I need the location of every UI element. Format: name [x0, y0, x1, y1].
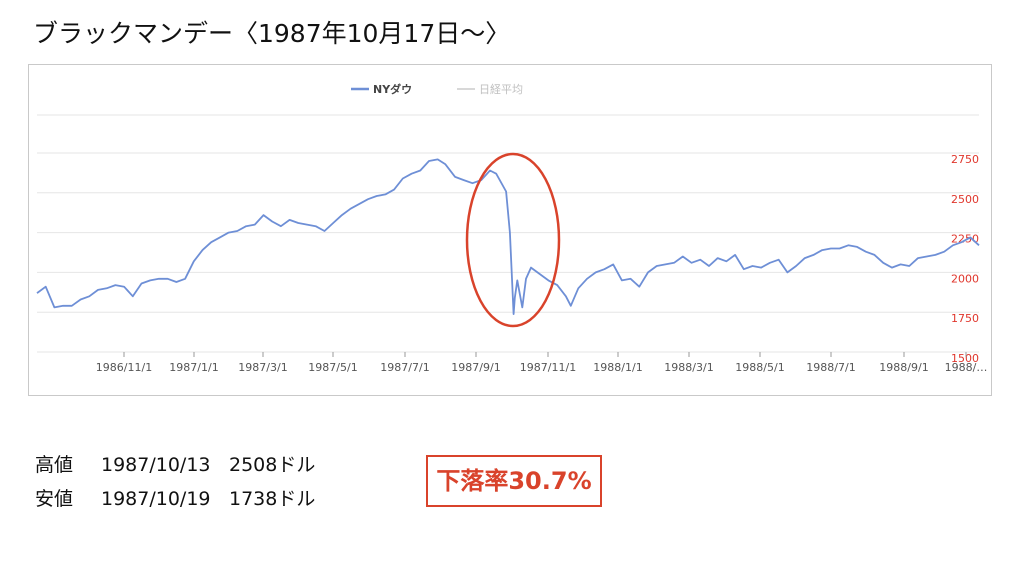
high-row: 高値 1987/10/13 2508ドル	[35, 448, 315, 482]
x-tick-label: 1987/3/1	[238, 361, 287, 374]
y-tick-label: 2000	[951, 272, 979, 285]
low-date: 1987/10/19	[101, 488, 211, 510]
x-tick-label: 1988/1/1	[593, 361, 642, 374]
crash-highlight-ellipse	[465, 152, 561, 328]
x-tick-label: 1988/5/1	[735, 361, 784, 374]
x-tick-label: 1987/9/1	[451, 361, 500, 374]
x-tick-label: 1987/7/1	[380, 361, 429, 374]
low-value: 1738ドル	[229, 488, 316, 510]
x-tick-label: 1988/3/1	[664, 361, 713, 374]
y-tick-label: 2250	[951, 233, 979, 246]
low-label: 安値	[35, 488, 74, 510]
chart-svg: 1500 1750 2000 2250 2500 2750 1986/11/1 1987/1…	[36, 82, 988, 374]
x-tick-label: 1988/…	[945, 361, 988, 374]
y-tick-label: 2500	[951, 193, 979, 206]
y-tick-label: 1500	[951, 352, 979, 365]
high-value: 2508ドル	[229, 454, 316, 476]
series-line-nydow	[36, 158, 980, 316]
x-tick-label: 1988/9/1	[879, 361, 928, 374]
legend-label: NYダウ	[373, 82, 412, 96]
low-row: 安値 1987/10/19 1738ドル	[35, 482, 315, 516]
drop-rate-badge: 下落率30.7%	[426, 455, 602, 507]
legend[interactable]: NYダウ 日経平均	[351, 82, 523, 96]
x-tick-label: 1987/5/1	[308, 361, 357, 374]
x-tick-label: 1987/11/1	[520, 361, 576, 374]
y-axis-ticks: 1500 1750 2000 2250 2500 2750	[951, 153, 979, 365]
x-tick-label: 1987/1/1	[169, 361, 218, 374]
y-tick-label: 2750	[951, 153, 979, 166]
series-layer	[36, 158, 980, 316]
price-stats: 高値 1987/10/13 2508ドル 安値 1987/10/19 1738ドル	[35, 448, 315, 516]
x-axis-ticks: 1986/11/1 1987/1/1 1987/3/1 1987/5/1 1987/7/…	[96, 352, 988, 374]
x-tick-label: 1986/11/1	[96, 361, 152, 374]
line-chart: 1500 1750 2000 2250 2500 2750 1986/11/1 1987/1…	[28, 64, 992, 396]
y-tick-label: 1750	[951, 312, 979, 325]
page-title: ブラックマンデー〈1987年10月17日〜〉	[33, 19, 511, 48]
x-tick-label: 1988/7/1	[806, 361, 855, 374]
legend-label: 日経平均	[479, 83, 523, 96]
high-date: 1987/10/13	[101, 454, 211, 476]
gridlines	[37, 114, 979, 353]
high-label: 高値	[35, 454, 74, 476]
